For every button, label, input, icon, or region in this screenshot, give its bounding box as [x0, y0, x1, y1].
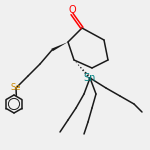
Polygon shape — [51, 42, 68, 51]
Text: Se: Se — [11, 84, 21, 93]
Text: Sn: Sn — [84, 73, 96, 83]
Text: O: O — [68, 5, 76, 15]
